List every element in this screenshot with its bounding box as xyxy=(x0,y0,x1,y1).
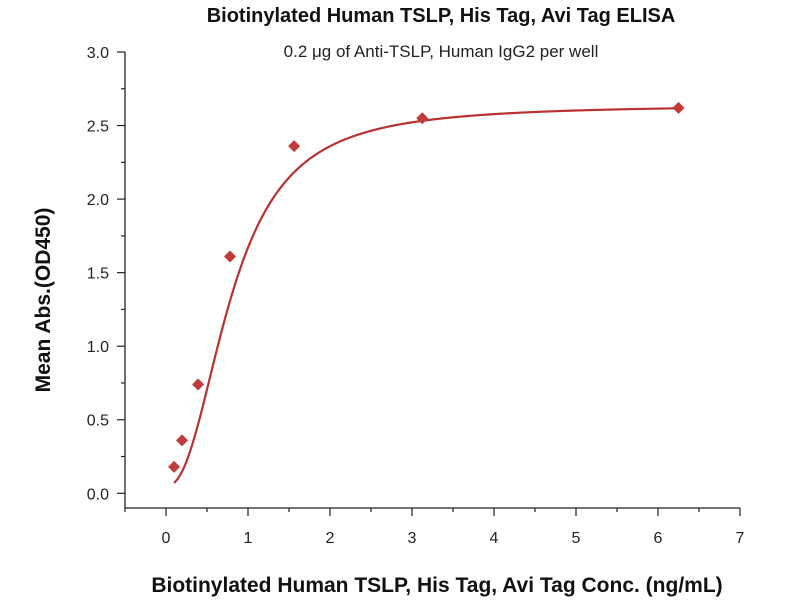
x-axis-ticks: 0 1 2 3 4 5 6 7 xyxy=(124,508,745,547)
x-axis-label: Biotinylated Human TSLP, His Tag, Avi Ta… xyxy=(151,574,722,597)
x-tick-label: 7 xyxy=(736,530,745,547)
y-tick-label: 1.0 xyxy=(87,339,109,356)
y-tick-label: 3.0 xyxy=(87,45,109,62)
fit-curve-layer xyxy=(173,107,679,484)
data-points-layer xyxy=(168,101,685,473)
y-tick-label: 2.5 xyxy=(87,119,109,136)
axes xyxy=(124,52,740,509)
data-point xyxy=(192,378,205,391)
y-tick-label: 0.0 xyxy=(87,486,109,503)
x-tick-label: 3 xyxy=(408,530,417,547)
data-point xyxy=(288,140,301,153)
x-tick-label: 6 xyxy=(654,530,663,547)
data-point xyxy=(416,112,429,125)
y-tick-label: 1.5 xyxy=(87,266,109,283)
y-axis-ticks: 0.0 0.5 1.0 1.5 2.0 2.5 3.0 xyxy=(87,45,125,503)
data-point xyxy=(175,434,188,447)
x-tick-label: 5 xyxy=(572,530,581,547)
data-point xyxy=(168,460,181,473)
fit-curve xyxy=(173,107,679,484)
data-point xyxy=(672,101,685,114)
data-point xyxy=(224,250,237,263)
chart-title: Biotinylated Human TSLP, His Tag, Avi Ta… xyxy=(207,5,676,27)
y-axis-label: Mean Abs.(OD450) xyxy=(32,208,55,393)
x-tick-label: 2 xyxy=(326,530,335,547)
x-tick-label: 4 xyxy=(490,530,499,547)
y-tick-label: 2.0 xyxy=(87,192,109,209)
y-tick-label: 0.5 xyxy=(87,413,109,430)
chart-subtitle: 0.2 μg of Anti-TSLP, Human IgG2 per well xyxy=(284,42,599,61)
x-tick-label: 1 xyxy=(244,530,253,547)
x-tick-label: 0 xyxy=(162,530,171,547)
